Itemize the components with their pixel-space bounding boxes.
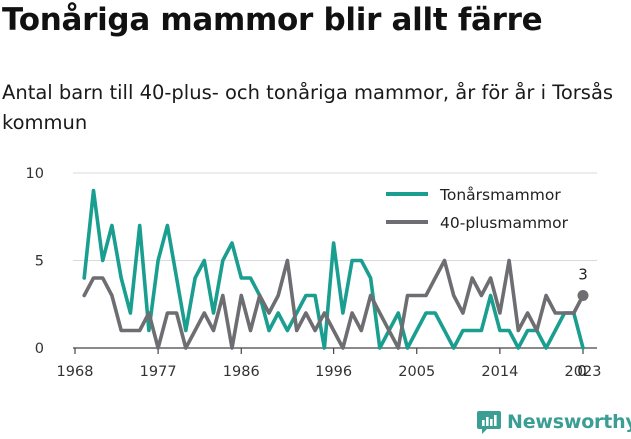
newsworthy-logo: Newsworthy: [476, 409, 631, 435]
x-tick-label: 1996: [315, 364, 352, 380]
x-tick-label: 1968: [57, 364, 94, 380]
chart-title: Tonåriga mammor blir allt färre: [2, 2, 543, 38]
chart-series: [82, 188, 585, 350]
end-label-40-plus: 3: [578, 266, 588, 284]
end-point-marker: [577, 290, 589, 301]
x-tick-label: 2005: [398, 364, 435, 380]
end-label-tonars: 0: [577, 362, 587, 380]
legend-label-1: 40-plusmammor: [440, 214, 569, 232]
chart-axes: 0 5 10 1968 1977 1986 1996 2005 2014 2023: [26, 166, 602, 380]
x-tick-label: 2023: [565, 364, 602, 380]
y-tick-label: 5: [35, 254, 44, 270]
x-tick-label: 1977: [140, 364, 177, 380]
x-tick-label: 2014: [481, 364, 518, 380]
legend-label-0: Tonårsmammor: [439, 186, 561, 204]
newsworthy-logo-text: Newsworthy: [507, 411, 631, 433]
chart-legend: Tonårsmammor 40-plusmammor: [386, 186, 569, 232]
y-tick-label: 10: [26, 166, 44, 182]
chart-subtitle: Antal barn till 40-plus- och tonåriga ma…: [2, 81, 614, 134]
x-tick-label: 1986: [223, 364, 260, 380]
newsworthy-logo-icon: [477, 411, 501, 434]
y-tick-label: 0: [35, 341, 44, 357]
chart-end-labels: 30: [577, 266, 589, 380]
series-line-1: [82, 258, 585, 350]
series-line-0: [82, 188, 585, 350]
